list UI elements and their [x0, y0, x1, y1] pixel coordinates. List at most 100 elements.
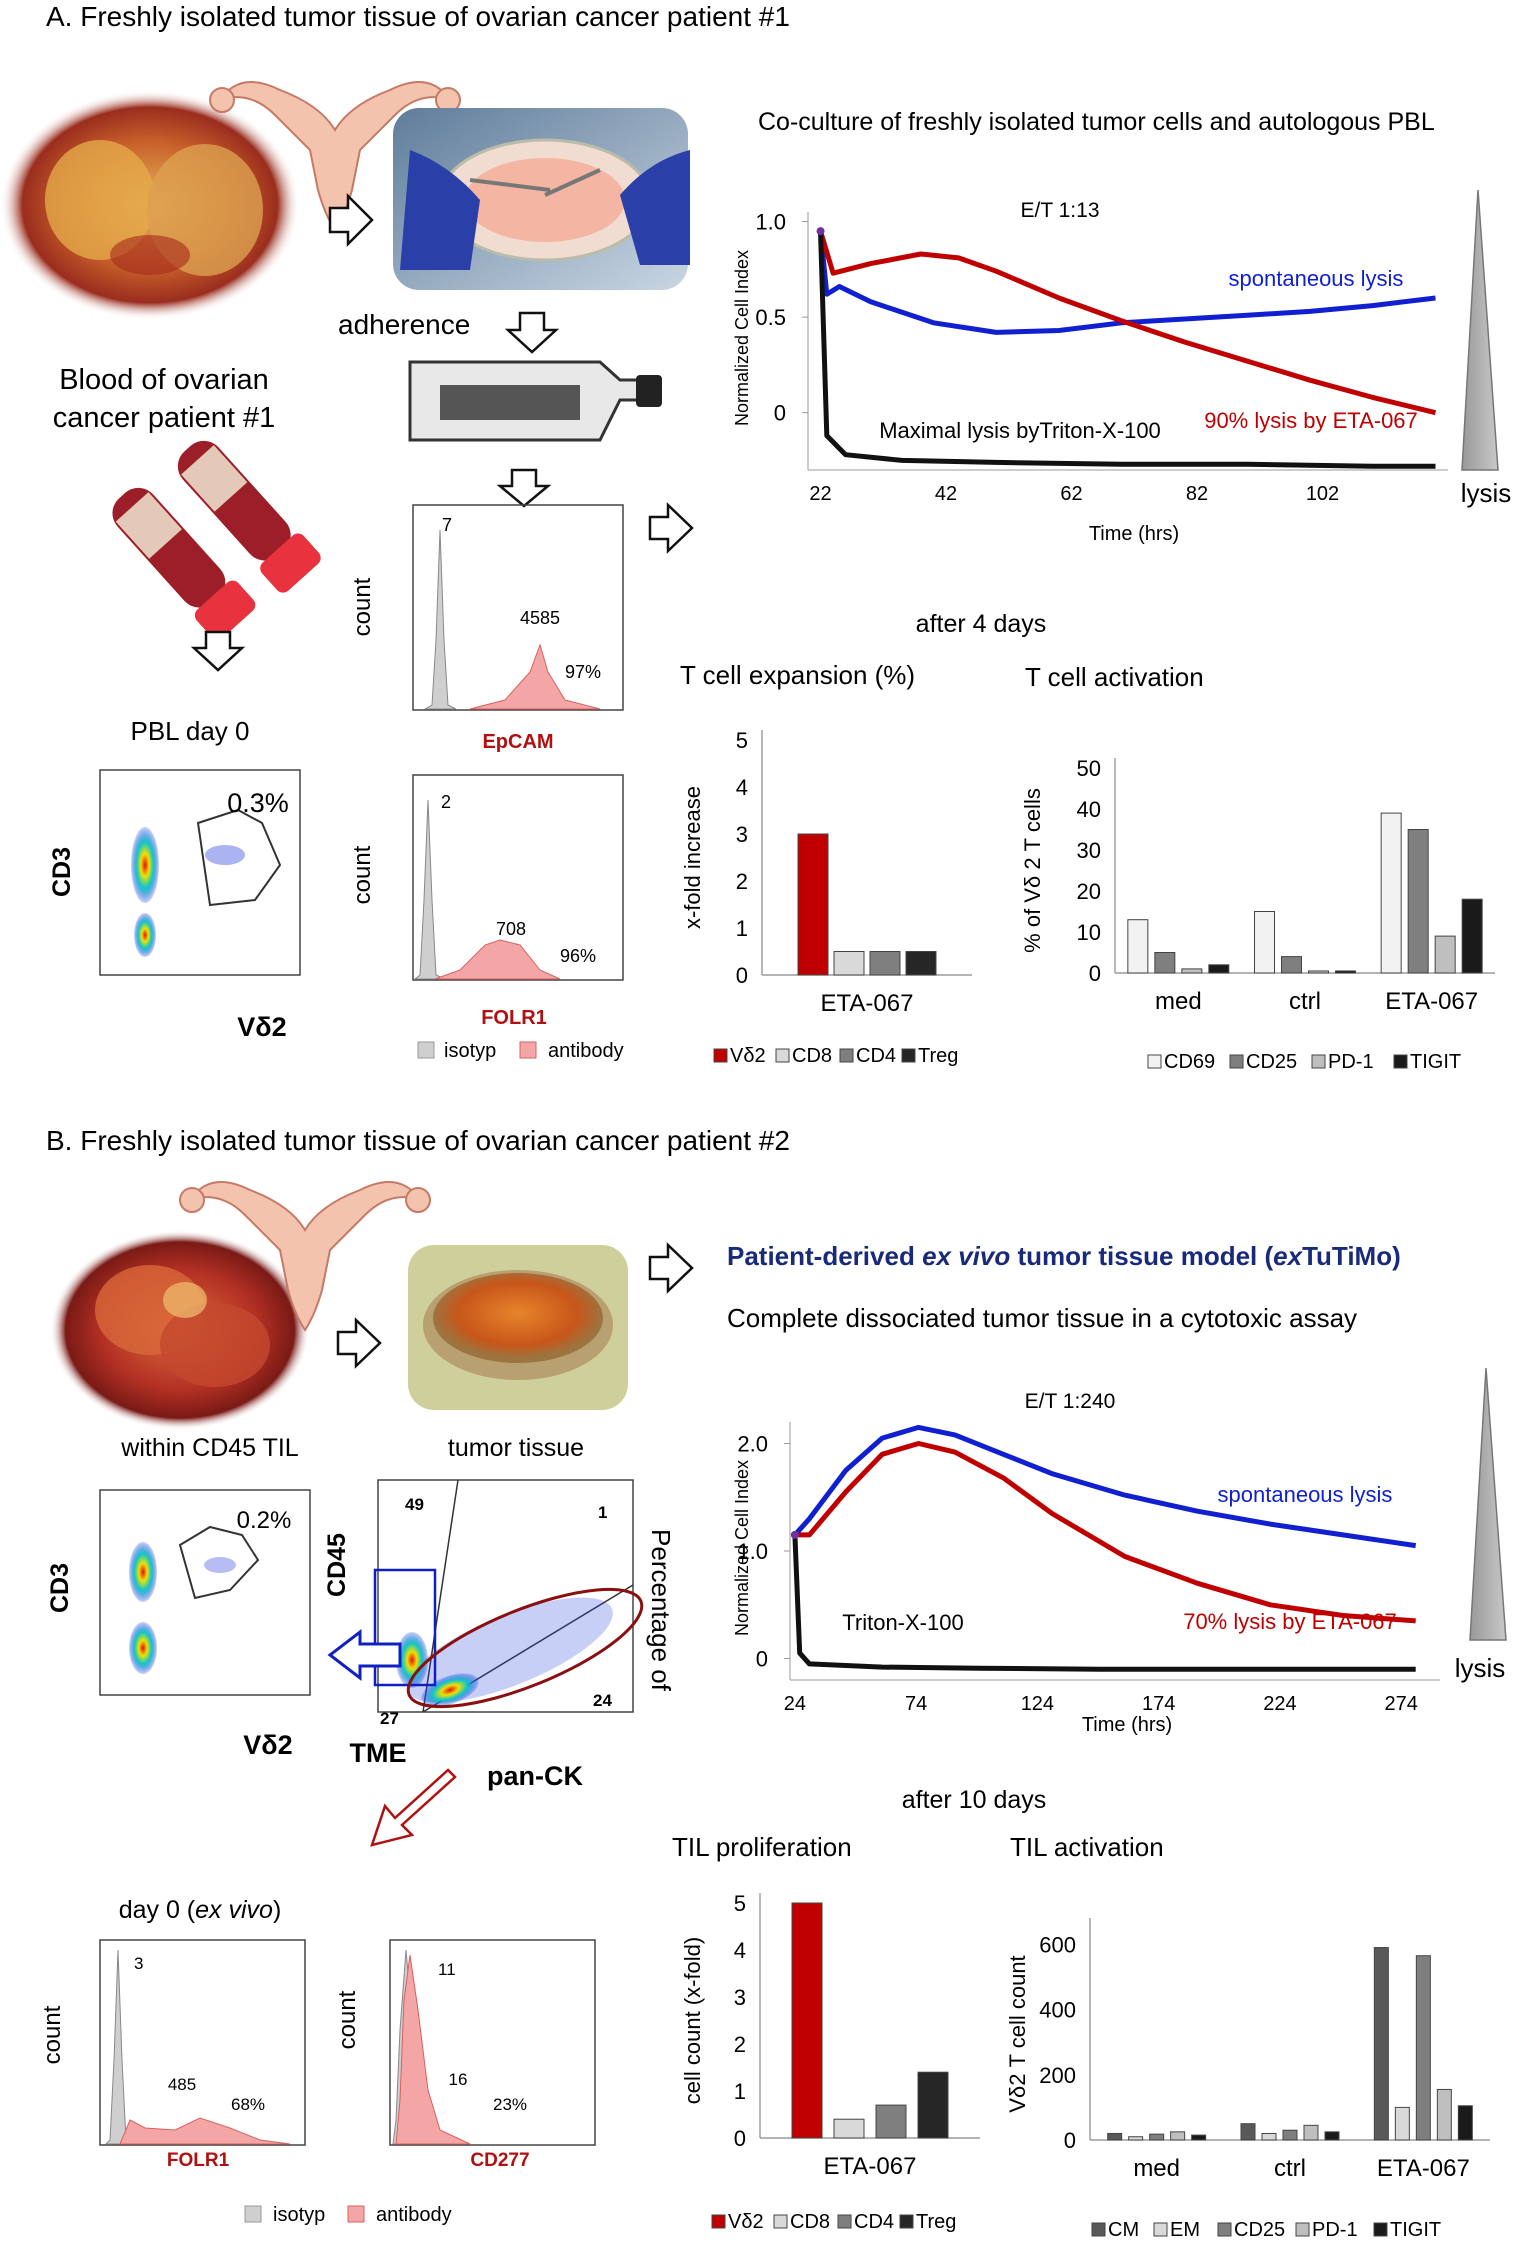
- lysis-wedge-a: [1461, 189, 1499, 471]
- pbl-ylabel: CD3: [48, 847, 76, 897]
- bar-cd69: [1254, 911, 1275, 974]
- folr1-histogram: [412, 774, 624, 981]
- epcam-histogram: [412, 504, 624, 711]
- til-title: within CD45 TIL: [120, 1434, 298, 1462]
- legend-swatch: [899, 2214, 914, 2229]
- uterus-illustration-b: [179, 1181, 431, 1332]
- x-tick-label: ctrl: [1289, 988, 1321, 1015]
- day0-folr1-ab: 485: [168, 2075, 196, 2094]
- legend-swatch: [775, 1048, 790, 1063]
- legend-swatch: [1295, 2222, 1310, 2237]
- x-tick-label: 24: [784, 1693, 806, 1715]
- x-tick-label: 224: [1263, 1693, 1296, 1715]
- rtca-b-xlabel: Time (hrs): [1082, 1714, 1172, 1736]
- arrow-down-icon: [496, 468, 552, 508]
- bar-pd-1: [1434, 935, 1456, 974]
- folr1-ab-value: 708: [496, 919, 526, 939]
- x-tick-label: 74: [905, 1693, 927, 1715]
- x-tick-label: 62: [1060, 483, 1082, 505]
- epcam-ab-value: 4585: [520, 608, 560, 628]
- tissue-dotplot: [327, 1479, 644, 1847]
- folr1-xlabel: FOLR1: [481, 1007, 547, 1029]
- folr1-ylabel: count: [349, 845, 376, 904]
- legend-label: EM: [1170, 2219, 1200, 2241]
- legend-b-antibody-swatch: [347, 2205, 365, 2223]
- bar-pd-1: [1181, 968, 1203, 974]
- bar-pd-1: [1170, 2131, 1186, 2141]
- folr1-pct: 96%: [560, 946, 596, 966]
- arrow-right-icon: [336, 1317, 382, 1369]
- til-ylabel: CD3: [46, 1563, 74, 1613]
- rtca-a-eta-label: 90% lysis by ETA-067: [1204, 408, 1418, 433]
- rtca-b-et: E/T 1:240: [1025, 1390, 1116, 1413]
- panel-a-title: A. Freshly isolated tumor tissue of ovar…: [46, 1, 790, 32]
- bar-cd69: [1127, 919, 1149, 974]
- pbl-title: PBL day 0: [130, 716, 249, 746]
- bar-tigit: [1461, 898, 1483, 974]
- expansion-bar-chart: 0 1 2 3 4 5 ETA-067 x-fold increase Vδ2 CD8 CD4 Tre…: [680, 728, 972, 1067]
- arrow-right-icon: [328, 192, 374, 248]
- series-line-2: [818, 231, 1436, 469]
- series-line-1: [818, 230, 1437, 416]
- rtca-a-et: E/T 1:13: [1021, 199, 1100, 222]
- culture-flask-illustration: [408, 360, 662, 442]
- y-tick-label: 30: [1077, 838, 1101, 863]
- legend-label: TIGIT: [1390, 2219, 1441, 2241]
- x-tick-label: ETA-067: [821, 990, 914, 1017]
- legend-swatch: [1311, 1054, 1326, 1069]
- arrows-panel-b: [336, 1242, 694, 1369]
- prolif-title: TIL proliferation: [672, 1832, 852, 1862]
- arrow-left-icon: [327, 1628, 402, 1682]
- x-tick-label: ETA-067: [1377, 2155, 1470, 2182]
- blood-tubes-illustration: [112, 440, 321, 640]
- y-tick-label: 600: [1039, 1932, 1076, 1957]
- tumor-tissue-photo-b: [50, 1230, 310, 1430]
- tissue-ylabel: CD45: [323, 1533, 351, 1597]
- panck-gate-ellipse: [406, 1587, 644, 1709]
- lysis-wedge-b: [1469, 1367, 1507, 1641]
- legend-swatch: [1153, 2222, 1168, 2237]
- bar-cd25: [1282, 2129, 1298, 2141]
- legend-label: CD25: [1234, 2219, 1285, 2241]
- folr1-iso-value: 2: [441, 792, 451, 812]
- bar-v-2: [791, 1902, 823, 2139]
- activation-title-b: TIL activation: [1010, 1832, 1164, 1862]
- rtca-b-ylabel: Normalized Cell Index: [732, 1460, 752, 1636]
- lysis-label-a: lysis: [1461, 478, 1512, 508]
- lysis-label-b: lysis: [1455, 1653, 1506, 1683]
- model-title: Patient-derived ex vivo tumor tissue mod…: [727, 1241, 1401, 1271]
- cd45-gate-box: [373, 1568, 437, 1687]
- y-tick-label: 0: [1064, 2128, 1076, 2153]
- bar-em: [1128, 2136, 1144, 2141]
- rtca-a-triton-label: Maximal lysis byTriton-X-100: [879, 418, 1161, 443]
- activation-title-a: T cell activation: [1025, 662, 1204, 692]
- y-tick-label: 4: [734, 1938, 746, 1963]
- bar-cd4: [869, 951, 901, 976]
- x-tick-label: med: [1133, 2155, 1180, 2182]
- bar-cd4: [875, 2104, 907, 2139]
- legend-b-isotyp-label: isotyp: [273, 2204, 325, 2226]
- rtca-a-spont-label: spontaneous lysis: [1229, 266, 1404, 291]
- legend-label: Vδ2: [728, 2211, 764, 2233]
- y-axis-label: cell count (x-fold): [680, 1937, 705, 2105]
- bar-treg: [905, 951, 937, 976]
- legend-swatch: [1373, 2222, 1388, 2237]
- legend-swatch: [713, 1048, 728, 1063]
- legend-isotyp-swatch: [417, 1041, 435, 1059]
- day0-cd277-xlabel: CD277: [470, 2150, 529, 2171]
- legend-label: CD8: [790, 2211, 830, 2233]
- bar-cm: [1373, 1947, 1389, 2141]
- day0-title: day 0 (ex vivo): [119, 1896, 282, 1924]
- legend-swatch: [773, 2214, 788, 2229]
- activation-bar-chart-a: 0 10 20 30 40 50 med ctrl ETA-067 % of Vδ 2 T cel…: [1020, 756, 1495, 1073]
- tissue-xlabel: pan-CK: [487, 1761, 583, 1791]
- day0-folr1-pct: 68%: [231, 2095, 265, 2114]
- culture-dish-photo-b: [408, 1245, 628, 1410]
- panel-b-title: B. Freshly isolated tumor tissue of ovar…: [46, 1125, 790, 1156]
- x-tick-label: 124: [1021, 1693, 1054, 1715]
- bar-pd-1: [1308, 970, 1329, 974]
- legend-label: Treg: [918, 1045, 958, 1067]
- y-tick-label: 3: [736, 822, 748, 847]
- y-axis-label: Vδ2 T cell count: [1005, 1955, 1030, 2112]
- y-tick-label: 3: [734, 1985, 746, 2010]
